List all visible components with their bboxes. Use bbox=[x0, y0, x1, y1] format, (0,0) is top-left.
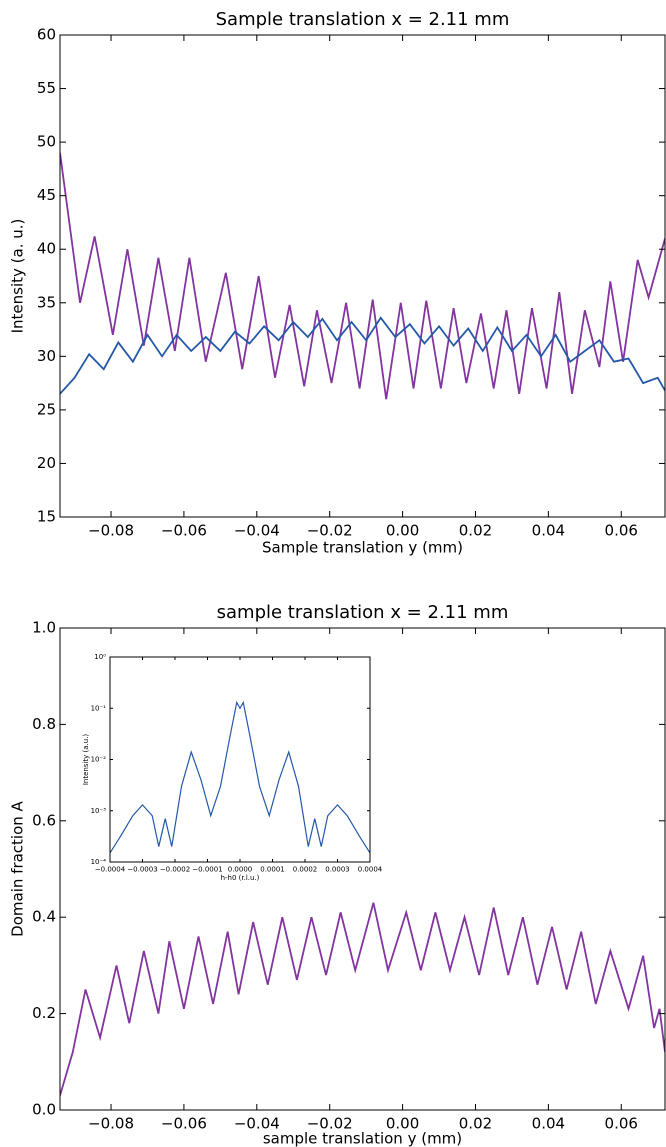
plot-area bbox=[110, 657, 370, 862]
x-tick-label: 0.06 bbox=[605, 1115, 638, 1133]
y-tick-label: 0.2 bbox=[32, 1004, 56, 1022]
x-tick-label: 0.0004 bbox=[358, 866, 383, 874]
x-tick-label: 0.00 bbox=[386, 1115, 419, 1133]
y-tick-label: 50 bbox=[37, 133, 56, 151]
y-axis-label: Domain fraction A bbox=[9, 800, 27, 936]
y-tick-label: 10⁻² bbox=[91, 756, 107, 764]
x-tick-label: −0.02 bbox=[307, 522, 353, 540]
y-tick-label: 10⁻³ bbox=[91, 807, 107, 815]
x-axis-label: Sample translation y (mm) bbox=[262, 539, 463, 557]
x-tick-label: 0.0002 bbox=[293, 866, 318, 874]
y-tick-label: 15 bbox=[37, 508, 56, 526]
y-tick-label: 55 bbox=[37, 79, 56, 97]
y-tick-label: 25 bbox=[37, 400, 56, 418]
x-tick-label: −0.0002 bbox=[160, 866, 190, 874]
data-line bbox=[60, 902, 665, 1096]
data-line bbox=[110, 700, 370, 854]
x-tick-label: −0.06 bbox=[161, 522, 207, 540]
data-line bbox=[60, 152, 665, 400]
plot-area bbox=[60, 35, 665, 517]
y-tick-label: 0.6 bbox=[32, 811, 56, 829]
chart-title: sample translation x = 2.11 mm bbox=[217, 602, 509, 623]
axes-frame bbox=[59, 34, 666, 518]
x-tick-label: 0.02 bbox=[459, 1115, 492, 1133]
x-tick-label: 0.02 bbox=[459, 522, 492, 540]
x-tick-label: 0.0001 bbox=[260, 866, 285, 874]
y-tick-label: 20 bbox=[37, 454, 56, 472]
y-tick-label: 0.0 bbox=[32, 1101, 56, 1119]
x-tick-label: −0.04 bbox=[234, 1115, 280, 1133]
y-tick-label: 1.0 bbox=[32, 619, 56, 637]
x-tick-label: 0.04 bbox=[532, 522, 565, 540]
x-tick-label: −0.08 bbox=[88, 522, 134, 540]
x-tick-label: 0.0000 bbox=[228, 866, 253, 874]
axes-frame bbox=[59, 627, 666, 1111]
x-axis-label: h-h0 (r.l.u.) bbox=[221, 874, 260, 882]
x-tick-label: −0.0003 bbox=[127, 866, 157, 874]
chart-title: Sample translation x = 2.11 mm bbox=[216, 9, 510, 30]
x-tick-label: −0.0001 bbox=[192, 866, 222, 874]
x-tick-label: −0.04 bbox=[234, 522, 280, 540]
y-tick-label: 0.8 bbox=[32, 715, 56, 733]
x-axis-label: sample translation y (mm) bbox=[263, 1130, 462, 1147]
data-line bbox=[60, 316, 665, 395]
x-tick-label: 0.00 bbox=[386, 522, 419, 540]
y-tick-label: 0.4 bbox=[32, 908, 56, 926]
y-axis-label: Intensity (a. u.) bbox=[9, 219, 27, 334]
y-tick-label: 45 bbox=[37, 186, 56, 204]
y-tick-label: 30 bbox=[37, 347, 56, 365]
y-tick-label: 60 bbox=[37, 26, 56, 44]
y-tick-label: 40 bbox=[37, 240, 56, 258]
y-axis-label: Intensity (a.u.) bbox=[82, 734, 90, 786]
y-tick-label: 35 bbox=[37, 293, 56, 311]
x-tick-label: 0.06 bbox=[605, 522, 638, 540]
y-tick-label: 10⁻⁴ bbox=[91, 858, 107, 866]
x-tick-label: −0.02 bbox=[307, 1115, 353, 1133]
x-tick-label: 0.04 bbox=[532, 1115, 565, 1133]
x-tick-label: −0.06 bbox=[161, 1115, 207, 1133]
y-tick-label: 10⁻¹ bbox=[91, 704, 107, 712]
x-tick-label: 0.0003 bbox=[325, 866, 350, 874]
x-tick-label: −0.0004 bbox=[95, 866, 126, 874]
x-tick-label: −0.08 bbox=[88, 1115, 134, 1133]
y-tick-label: 10⁰ bbox=[94, 653, 106, 661]
